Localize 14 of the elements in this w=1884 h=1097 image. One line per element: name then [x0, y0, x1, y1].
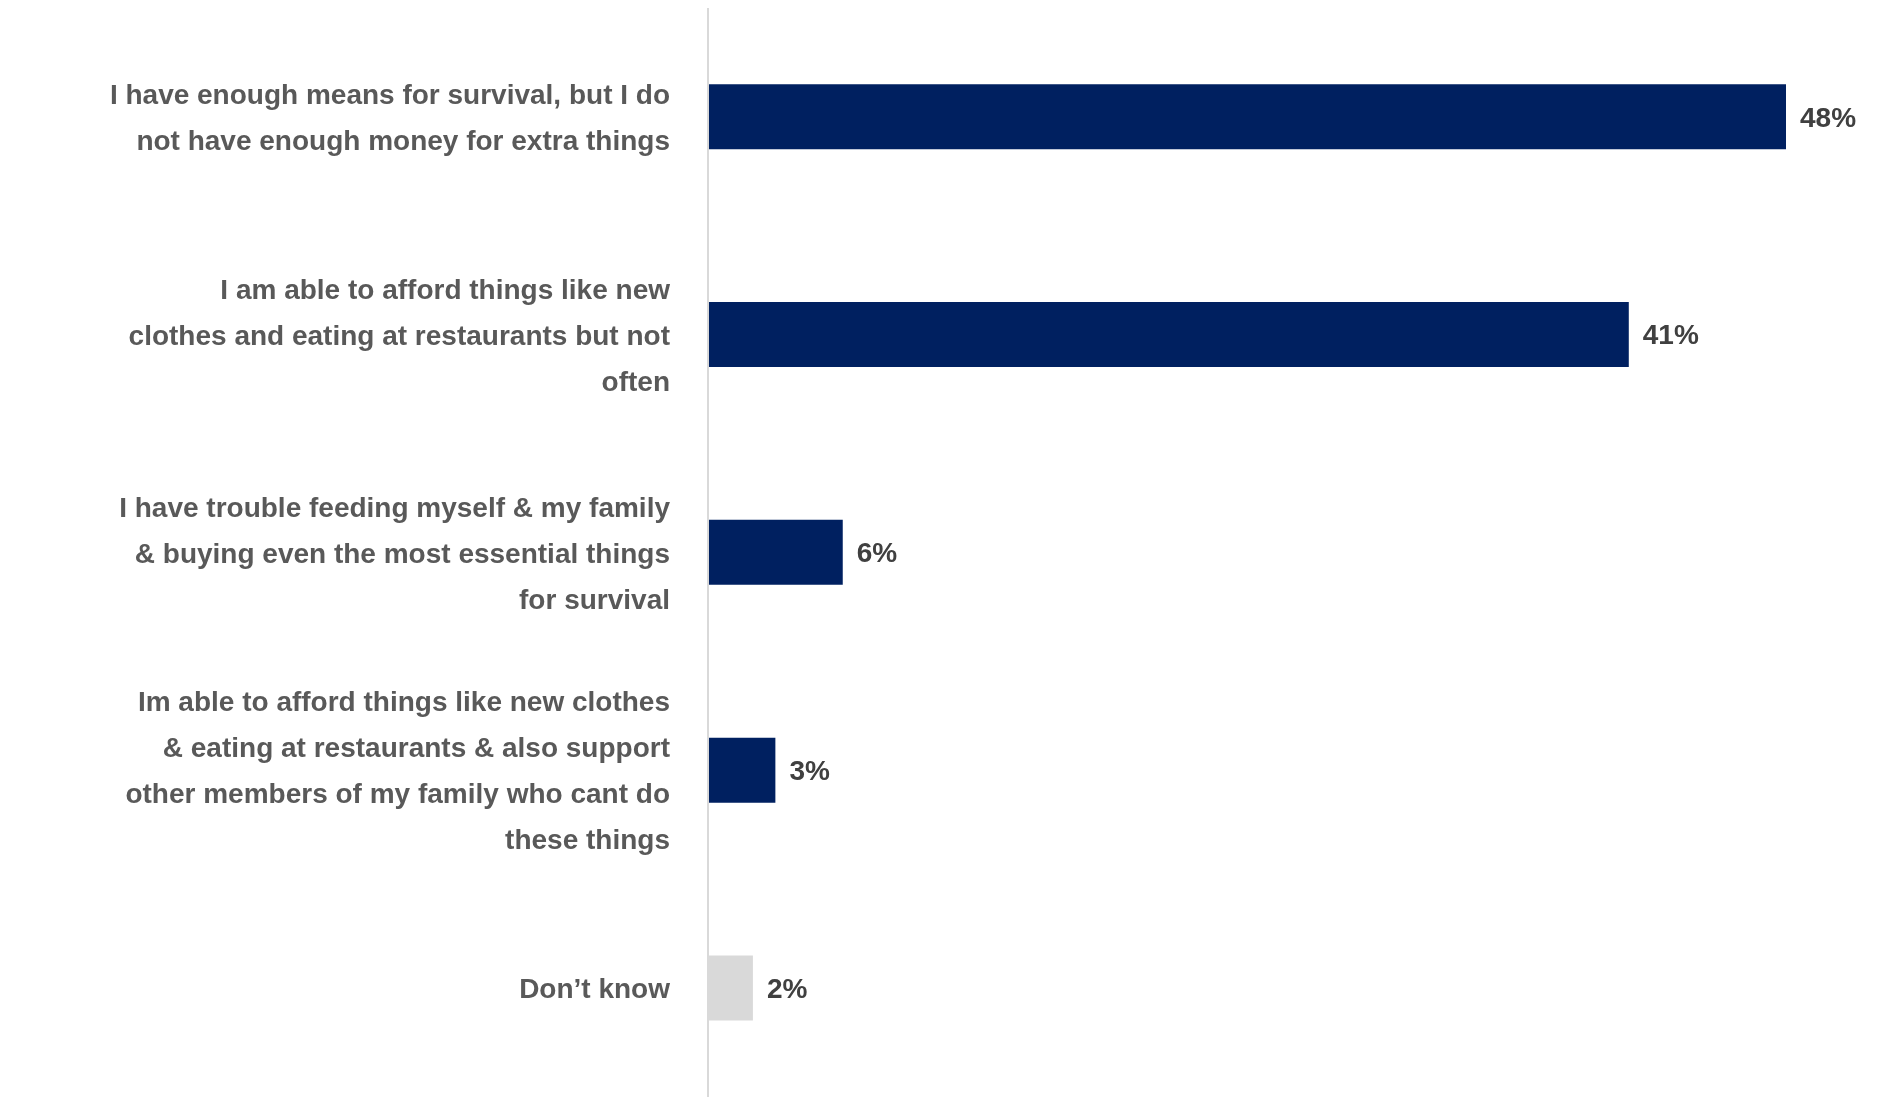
y-tick-label: Im able to afford things like new clothes & eating at restaurants & also support other members of my family who cant do these things	[125, 685, 670, 855]
data-label: 48%	[1800, 101, 1857, 133]
y-tick-label: I have enough means for survival, but I do not have enough money for extra things	[109, 78, 670, 156]
y-tick-label: I am able to afford things like new clothes and eating at restaurants but not often	[128, 273, 671, 397]
data-label: 2%	[766, 972, 808, 1004]
data-label: 3%	[789, 755, 830, 787]
data-label: 41%	[1642, 319, 1699, 351]
data-label: 6%	[856, 537, 898, 569]
y-tick-label: Don’t know	[519, 972, 671, 1004]
bar	[708, 302, 1629, 368]
bar	[708, 737, 776, 803]
bar	[708, 519, 843, 585]
bar	[708, 84, 1786, 150]
y-tick-label: I have trouble feeding myself & my family & buying even the most essential things for survival	[119, 491, 671, 614]
